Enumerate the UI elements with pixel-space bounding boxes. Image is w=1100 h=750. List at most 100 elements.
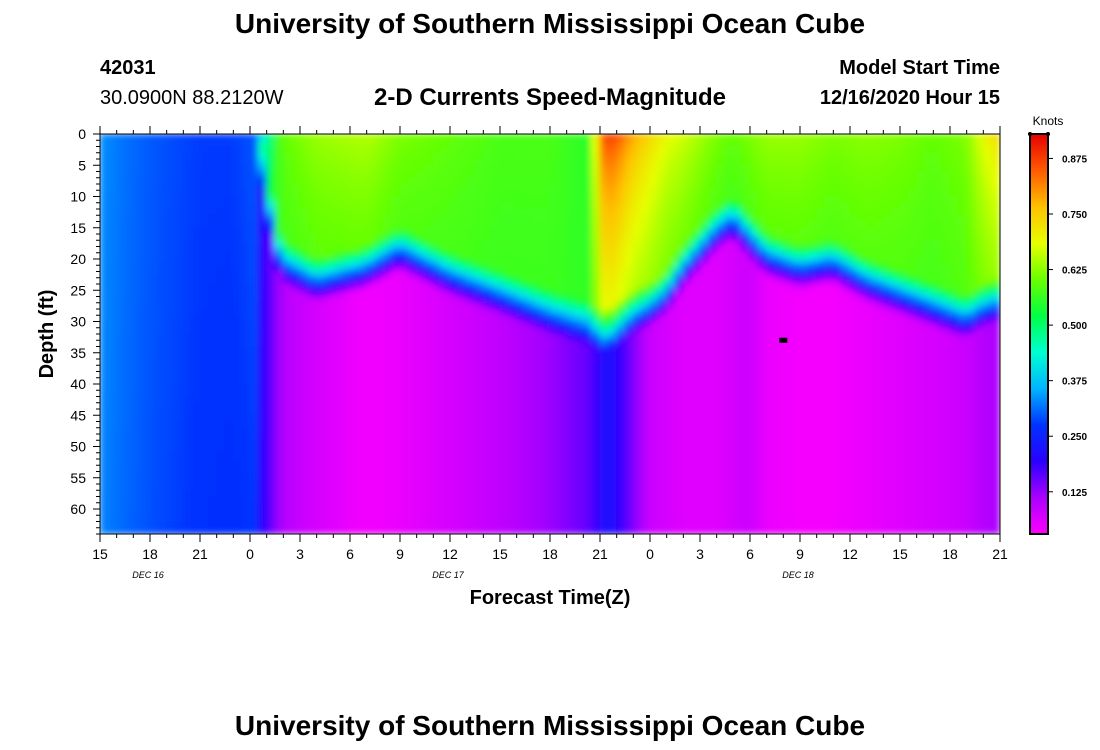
heatmap-cell [466, 402, 476, 410]
heatmap-cell [341, 314, 351, 322]
heatmap-cell [624, 264, 634, 272]
heatmap-cell [191, 134, 201, 141]
heatmap-cell [366, 458, 376, 466]
heatmap-cell [699, 227, 709, 235]
heatmap-cell [732, 196, 743, 204]
heatmap-cell [166, 321, 176, 329]
heatmap-cell [632, 464, 643, 472]
heatmap-cell [132, 377, 143, 385]
heatmap-cell [132, 258, 143, 266]
heatmap-cell [699, 158, 709, 166]
heatmap-cell [732, 239, 743, 247]
heatmap-cell [199, 408, 209, 416]
heatmap-cell [499, 483, 509, 491]
heatmap-cell [724, 364, 734, 372]
heatmap-cell [532, 258, 543, 266]
heatmap-cell [174, 289, 184, 297]
heatmap-cell [449, 158, 459, 166]
heatmap-cell [424, 358, 434, 366]
heatmap-cell [291, 433, 301, 441]
heatmap-cell [374, 414, 384, 422]
heatmap-cell [166, 277, 176, 285]
heatmap-cell [232, 214, 243, 222]
heatmap-cell [707, 446, 718, 454]
heatmap-cell [674, 421, 684, 429]
heatmap-cell [591, 471, 601, 479]
heatmap-cell [724, 271, 734, 279]
heatmap-cell [732, 346, 743, 354]
heatmap-cell [591, 427, 601, 435]
heatmap-cell [741, 308, 751, 316]
heatmap-cell [707, 264, 718, 272]
heatmap-cell [266, 258, 276, 266]
heatmap-cell [557, 277, 568, 285]
heatmap-cell [607, 271, 618, 279]
heatmap-cell [432, 458, 443, 466]
heatmap-cell [466, 389, 476, 397]
heatmap-cell [616, 333, 626, 341]
heatmap-cell [291, 396, 301, 404]
heatmap-cell [324, 258, 334, 266]
heatmap-cell [474, 158, 484, 166]
heatmap-cell [482, 327, 493, 335]
heatmap-cell [457, 477, 468, 485]
heatmap-cell [374, 521, 384, 529]
heatmap-cell [582, 514, 593, 522]
heatmap-cell [649, 508, 659, 516]
heatmap-cell [449, 402, 459, 410]
heatmap-cell [474, 452, 484, 460]
heatmap-cell [674, 496, 684, 504]
heatmap-cell [249, 146, 259, 154]
heatmap-cell [624, 277, 634, 285]
heatmap-cell [207, 302, 218, 310]
heatmap-cell [432, 208, 443, 216]
heatmap-cell [649, 171, 659, 179]
heatmap-cell [316, 339, 326, 347]
heatmap-cell [507, 246, 518, 254]
heatmap-cell [174, 189, 184, 197]
heatmap-cell [324, 371, 334, 379]
heatmap-cell [199, 483, 209, 491]
heatmap-cell [291, 308, 301, 316]
heatmap-cell [282, 252, 293, 260]
heatmap-cell [449, 208, 459, 216]
heatmap-cell [141, 314, 151, 322]
heatmap-cell [182, 421, 193, 429]
heatmap-cell [516, 333, 526, 341]
heatmap-cell [100, 358, 109, 366]
heatmap-cell [166, 464, 176, 472]
heatmap-cell [474, 383, 484, 391]
heatmap-cell [357, 258, 368, 266]
heatmap-cell [166, 227, 176, 235]
heatmap-cell [616, 302, 626, 310]
heatmap-cell [441, 458, 451, 466]
heatmap-cell [699, 302, 709, 310]
heatmap-cell [566, 189, 576, 197]
heatmap-cell [466, 296, 476, 304]
heatmap-cell [591, 246, 601, 254]
heatmap-cell [366, 289, 376, 297]
heatmap-cell [107, 402, 118, 410]
heatmap-cell [599, 389, 609, 397]
heatmap-cell [732, 183, 743, 191]
heatmap-cell [216, 314, 226, 322]
heatmap-cell [132, 364, 143, 372]
heatmap-cell [166, 296, 176, 304]
heatmap-cell [182, 452, 193, 460]
heatmap-cell [516, 352, 526, 360]
heatmap-cell [207, 283, 218, 291]
heatmap-cell [332, 308, 343, 316]
heatmap-cell [666, 477, 676, 485]
heatmap-cell [674, 152, 684, 160]
heatmap-cell [166, 458, 176, 466]
heatmap-cell [624, 496, 634, 504]
heatmap-cell [574, 183, 584, 191]
heatmap-cell [482, 283, 493, 291]
heatmap-cell [532, 458, 543, 466]
heatmap-cell [582, 464, 593, 472]
heatmap-cell [274, 414, 284, 422]
heatmap-cell [599, 483, 609, 491]
heatmap-cell [507, 227, 518, 235]
heatmap-cell [216, 433, 226, 441]
